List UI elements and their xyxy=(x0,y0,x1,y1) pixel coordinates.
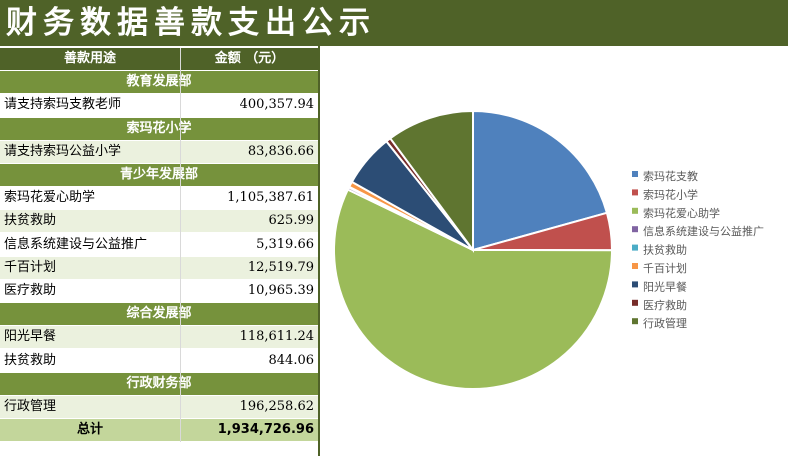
table-row: 扶贫救助 625.99 xyxy=(0,210,318,233)
pie-slice xyxy=(333,188,614,390)
legend-entry: 医疗救助 xyxy=(643,298,687,312)
header-purpose: 善款用途 xyxy=(0,48,180,70)
pie-chart: 索玛花支教索玛花小学索玛花爱心助学信息系统建设与公益推广扶贫救助千百计划阳光早餐… xyxy=(333,109,764,390)
section-row: 教育发展部 xyxy=(0,71,318,94)
table-row: 扶贫救助 844.06 xyxy=(0,349,318,372)
row-amount: 196,258.62 xyxy=(181,396,318,418)
legend-swatch xyxy=(632,171,638,177)
legend-swatch xyxy=(632,244,638,251)
table-row: 医疗救助 10,965.39 xyxy=(0,280,318,302)
section-row: 青少年发展部 xyxy=(0,164,318,186)
total-amount: 1,934,726.96 xyxy=(181,419,318,442)
total-row: 总计 1,934,726.96 xyxy=(0,419,318,442)
legend-swatch xyxy=(632,281,638,288)
table-header: 善款用途 金额 （元） xyxy=(0,48,318,70)
legend-entry: 索玛花支教 xyxy=(643,169,698,183)
section-title: 索玛花小学 xyxy=(0,117,318,140)
header-amount: 金额 （元） xyxy=(181,48,318,70)
row-label: 扶贫救助 xyxy=(0,349,184,372)
table-row: 信息系统建设与公益推广 5,319.66 xyxy=(0,233,318,256)
row-amount: 83,836.66 xyxy=(181,140,318,163)
pie-slice xyxy=(388,109,474,254)
row-amount: 625.99 xyxy=(181,210,318,233)
row-label: 行政管理 xyxy=(0,396,184,418)
title-bar: 财务数据善款支出公示 xyxy=(0,0,788,46)
row-amount: 400,357.94 xyxy=(181,94,318,117)
panel-divider xyxy=(318,46,320,456)
row-label: 请支持索玛支教老师 xyxy=(0,94,184,117)
section-row: 行政财务部 xyxy=(0,372,318,395)
row-amount: 10,965.39 xyxy=(181,280,318,302)
row-label: 索玛花爱心助学 xyxy=(0,187,184,210)
section-title: 行政财务部 xyxy=(0,372,318,395)
table-row: 阳光早餐 118,611.24 xyxy=(0,326,318,349)
section-title: 教育发展部 xyxy=(0,71,318,94)
legend-swatch xyxy=(632,299,638,306)
section-title: 青少年发展部 xyxy=(0,164,318,186)
row-label: 信息系统建设与公益推广 xyxy=(0,233,184,256)
chart-area: 索玛花支教索玛花小学索玛花爱心助学信息系统建设与公益推广 扶贫救助千百计划阳光早餐… xyxy=(320,46,788,456)
page-title: 财务数据善款支出公示 xyxy=(6,5,376,41)
row-label: 千百计划 xyxy=(0,256,184,279)
row-label: 阳光早餐 xyxy=(0,326,184,349)
table-row: 请支持索玛公益小学 83,836.66 xyxy=(0,140,318,163)
section-row: 索玛花小学 xyxy=(0,117,318,140)
legend-swatch xyxy=(632,318,638,325)
row-amount: 1,105,387.61 xyxy=(181,187,318,210)
table-row: 行政管理 196,258.62 xyxy=(0,396,318,418)
legend-entry: 信息系统建设与公益推广 xyxy=(643,224,764,238)
row-amount: 5,319.66 xyxy=(181,233,318,256)
pie-slice xyxy=(472,109,609,252)
legend-entry: 索玛花小学 xyxy=(643,187,698,201)
legend-entry: 千百计划 xyxy=(643,262,687,275)
legend-entry: 行政管理 xyxy=(643,316,687,330)
section-row: 综合发展部 xyxy=(0,303,318,326)
legend-swatch xyxy=(632,207,638,214)
row-label: 扶贫救助 xyxy=(0,210,184,233)
column-divider xyxy=(180,48,181,443)
legend-swatch xyxy=(632,189,638,196)
legend-entry: 索玛花爱心助学 xyxy=(643,206,720,220)
row-amount: 12,519.79 xyxy=(181,256,318,279)
total-label: 总计 xyxy=(0,419,180,442)
legend-entry: 扶贫救助 xyxy=(643,243,687,257)
table-row: 索玛花爱心助学 1,105,387.61 xyxy=(0,187,318,210)
legend-swatch xyxy=(632,263,638,269)
legend-entry: 阳光早餐 xyxy=(643,279,687,293)
row-amount: 844.06 xyxy=(181,349,318,372)
table-row: 请支持索玛支教老师 400,357.94 xyxy=(0,94,318,117)
table-row: 千百计划 12,519.79 xyxy=(0,256,318,279)
section-title: 综合发展部 xyxy=(0,303,318,326)
row-label: 请支持索玛公益小学 xyxy=(0,140,184,163)
legend-swatch xyxy=(632,226,638,233)
row-label: 医疗救助 xyxy=(0,280,184,302)
row-amount: 118,611.24 xyxy=(181,326,318,349)
